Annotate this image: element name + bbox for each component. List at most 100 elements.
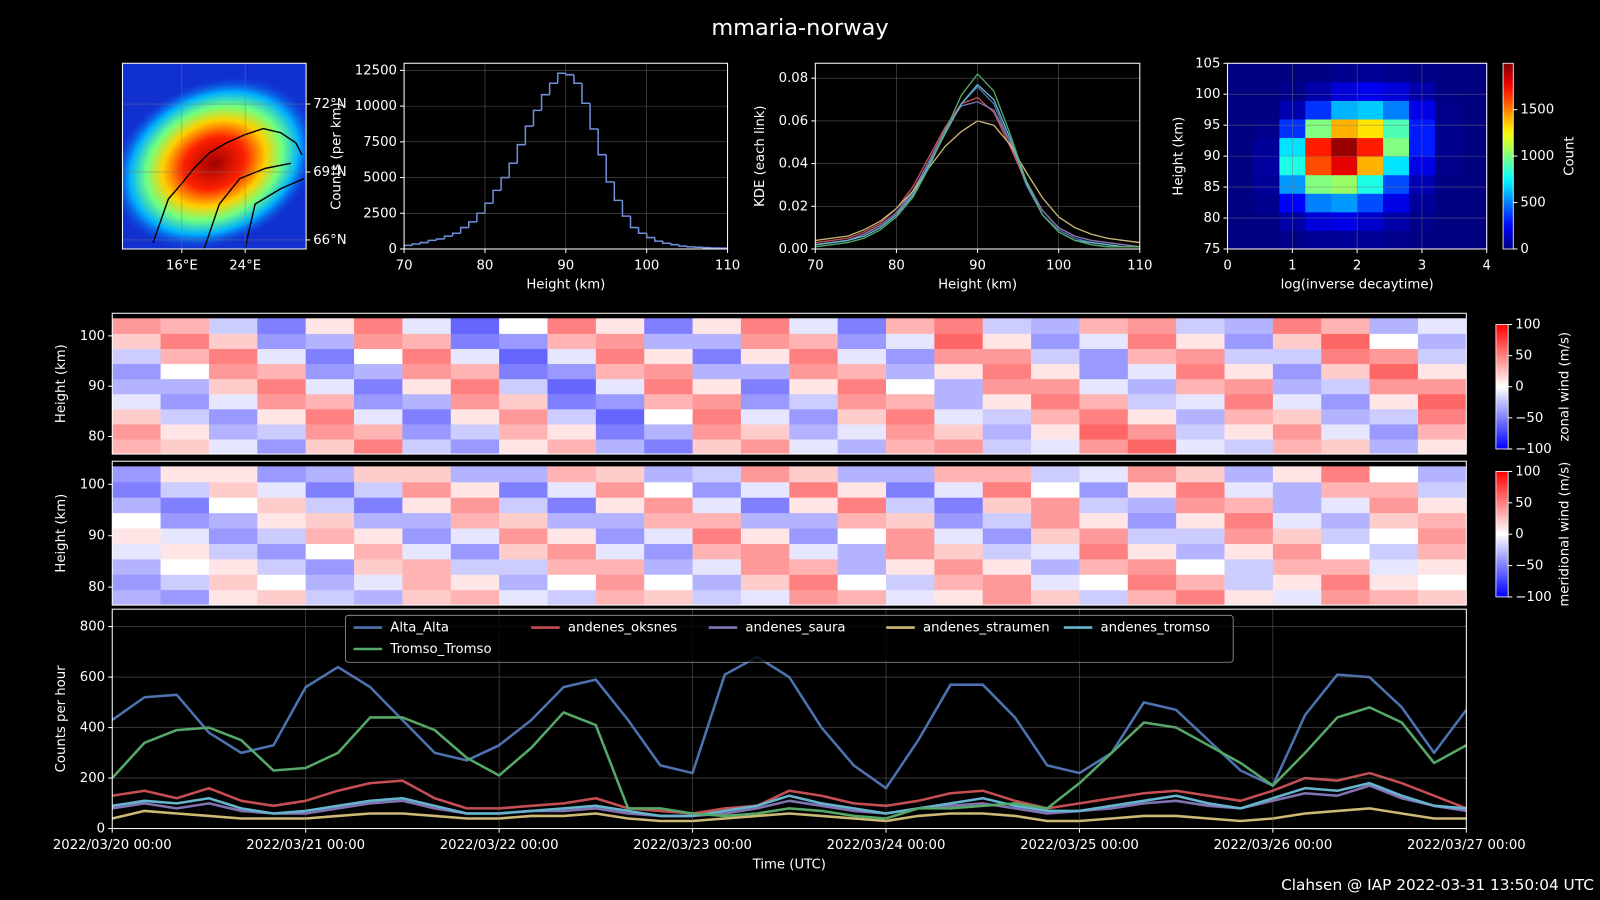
- heat-cell: [1227, 156, 1254, 176]
- heat-cell: [1369, 393, 1419, 410]
- heat-cell: [112, 574, 162, 591]
- heat-cell: [789, 589, 839, 606]
- heat-cell: [1434, 81, 1462, 101]
- heat-cell: [257, 512, 307, 529]
- heat-cell: [1031, 438, 1080, 455]
- heat-cell: [1127, 497, 1177, 514]
- heat-cell: [1127, 528, 1177, 544]
- heat-cell: [1383, 211, 1410, 231]
- heat-cell: [450, 423, 500, 440]
- heat-cell: [1176, 481, 1226, 498]
- heat-cell: [1357, 63, 1384, 83]
- y-tick-label: 600: [80, 670, 105, 685]
- heat-cell: [547, 408, 597, 425]
- heat-cell: [1383, 100, 1410, 120]
- series-line: [112, 655, 1467, 790]
- heat-cell: [1383, 81, 1410, 101]
- x-tick-label: 1: [1288, 258, 1296, 273]
- heat-cell: [1417, 589, 1467, 606]
- heat-cell: [547, 363, 597, 380]
- heat-cell: [1176, 348, 1226, 365]
- heat-cell: [1331, 193, 1358, 213]
- histogram-bin: [621, 200, 631, 217]
- heat-cell: [934, 423, 984, 440]
- heat-cell: [1272, 348, 1322, 365]
- heat-cell: [1127, 589, 1177, 606]
- heat-cell: [499, 363, 548, 380]
- heat-cell: [1321, 543, 1371, 560]
- heat-cell: [208, 466, 258, 483]
- heat-cell: [1176, 333, 1226, 349]
- y-tick-label: 0.04: [779, 157, 809, 172]
- heat-cell: [934, 497, 984, 514]
- heat-cell: [1434, 63, 1462, 83]
- y-tick-label: 0: [389, 242, 397, 257]
- heat-cell: [257, 528, 307, 544]
- heat-cell: [1357, 230, 1384, 249]
- heat-cell: [595, 512, 645, 529]
- heat-cell: [982, 363, 1032, 380]
- heat-cell: [499, 348, 548, 365]
- heat-cell: [740, 481, 790, 498]
- heat-cell: [1031, 393, 1080, 410]
- heat-cell: [644, 528, 694, 544]
- heat-cell: [257, 466, 307, 483]
- y-tick-label: 90: [1204, 149, 1221, 164]
- colorbar-tick-label: 50: [1515, 496, 1532, 511]
- heat-cell: [1176, 543, 1226, 560]
- heat-cell: [740, 348, 790, 365]
- heat-cell: [1331, 211, 1358, 231]
- heat-cell: [1176, 408, 1226, 425]
- heat-cell: [595, 558, 645, 575]
- heat-cell: [402, 574, 452, 591]
- x-tick-label: 2022/03/25 00:00: [1020, 838, 1139, 853]
- heat-cell: [692, 423, 742, 440]
- heat-cell: [354, 393, 403, 410]
- y-tick-label: 0: [97, 822, 105, 837]
- legend-label: andenes_saura: [745, 621, 845, 636]
- heat-cell: [644, 512, 694, 529]
- heat-cell: [160, 393, 210, 410]
- heat-cell: [692, 528, 742, 544]
- heat-cell: [1227, 174, 1254, 194]
- heat-cell: [934, 318, 984, 334]
- heat-cell: [450, 348, 500, 365]
- heat-cell: [644, 393, 694, 410]
- heat-cell: [1305, 193, 1332, 213]
- heat-cell: [450, 333, 500, 349]
- heat-cell: [160, 481, 210, 498]
- heat-cell: [450, 378, 500, 395]
- heat-cell: [1272, 408, 1322, 425]
- heat-cell: [305, 589, 355, 606]
- heat-cell: [1369, 363, 1419, 380]
- histogram-bin: [427, 239, 437, 243]
- x-tick-label: 2022/03/24 00:00: [827, 838, 946, 853]
- heat-cell: [402, 393, 452, 410]
- heat-cell: [1357, 137, 1384, 157]
- heat-cell: [1253, 137, 1280, 157]
- heat-cell: [354, 543, 403, 560]
- histogram-bin: [589, 103, 599, 130]
- heat-cell: [112, 466, 162, 483]
- heat-cell: [354, 423, 403, 440]
- heat-cell: [1321, 333, 1371, 349]
- heat-cell: [982, 528, 1032, 544]
- heat-cell: [1331, 81, 1358, 101]
- heat-cell: [837, 481, 887, 498]
- axes-frame: [1227, 62, 1488, 250]
- heat-cell: [257, 363, 307, 380]
- heat-cell: [354, 512, 403, 529]
- heat-cell: [499, 512, 548, 529]
- histogram-bin: [581, 83, 591, 105]
- histogram-bin: [597, 128, 607, 156]
- heat-cell: [789, 408, 839, 425]
- heat-cell: [1031, 528, 1080, 544]
- heat-cell: [644, 497, 694, 514]
- heat-cell: [886, 466, 935, 483]
- heat-cell: [1357, 100, 1384, 120]
- heat-cell: [1369, 574, 1419, 591]
- heat-cell: [1224, 333, 1274, 349]
- heat-cell: [305, 438, 355, 455]
- heat-cell: [1031, 589, 1080, 606]
